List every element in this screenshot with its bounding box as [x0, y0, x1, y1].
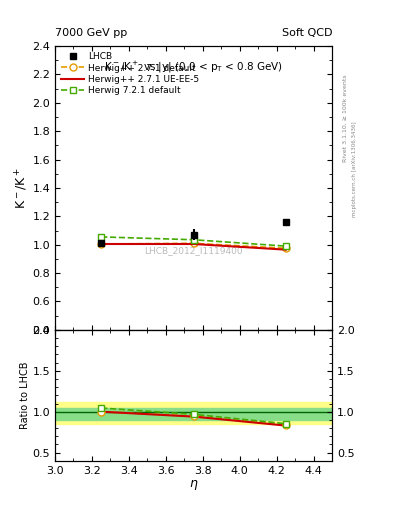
- Legend: LHCB, Herwig++ 2.7.1 default, Herwig++ 2.7.1 UE-EE-5, Herwig 7.2.1 default: LHCB, Herwig++ 2.7.1 default, Herwig++ 2…: [59, 51, 201, 97]
- Text: mcplots.cern.ch [arXiv:1306.3436]: mcplots.cern.ch [arXiv:1306.3436]: [352, 121, 357, 217]
- Y-axis label: Ratio to LHCB: Ratio to LHCB: [20, 361, 29, 429]
- X-axis label: $\eta$: $\eta$: [189, 478, 198, 493]
- Text: 7000 GeV pp: 7000 GeV pp: [55, 28, 127, 38]
- Y-axis label: K$^-$/K$^+$: K$^-$/K$^+$: [13, 167, 29, 209]
- Text: Rivet 3.1.10, ≥ 100k events: Rivet 3.1.10, ≥ 100k events: [343, 74, 348, 162]
- Text: Soft QCD: Soft QCD: [282, 28, 332, 38]
- Bar: [55, 408, 332, 420]
- Text: K$^-$/K$^+$ vs |y| (0.0 < p$_\mathrm{T}$ < 0.8 GeV): K$^-$/K$^+$ vs |y| (0.0 < p$_\mathrm{T}$…: [104, 60, 283, 75]
- Bar: [55, 402, 332, 424]
- Text: LHCB_2012_I1119400: LHCB_2012_I1119400: [144, 246, 243, 255]
